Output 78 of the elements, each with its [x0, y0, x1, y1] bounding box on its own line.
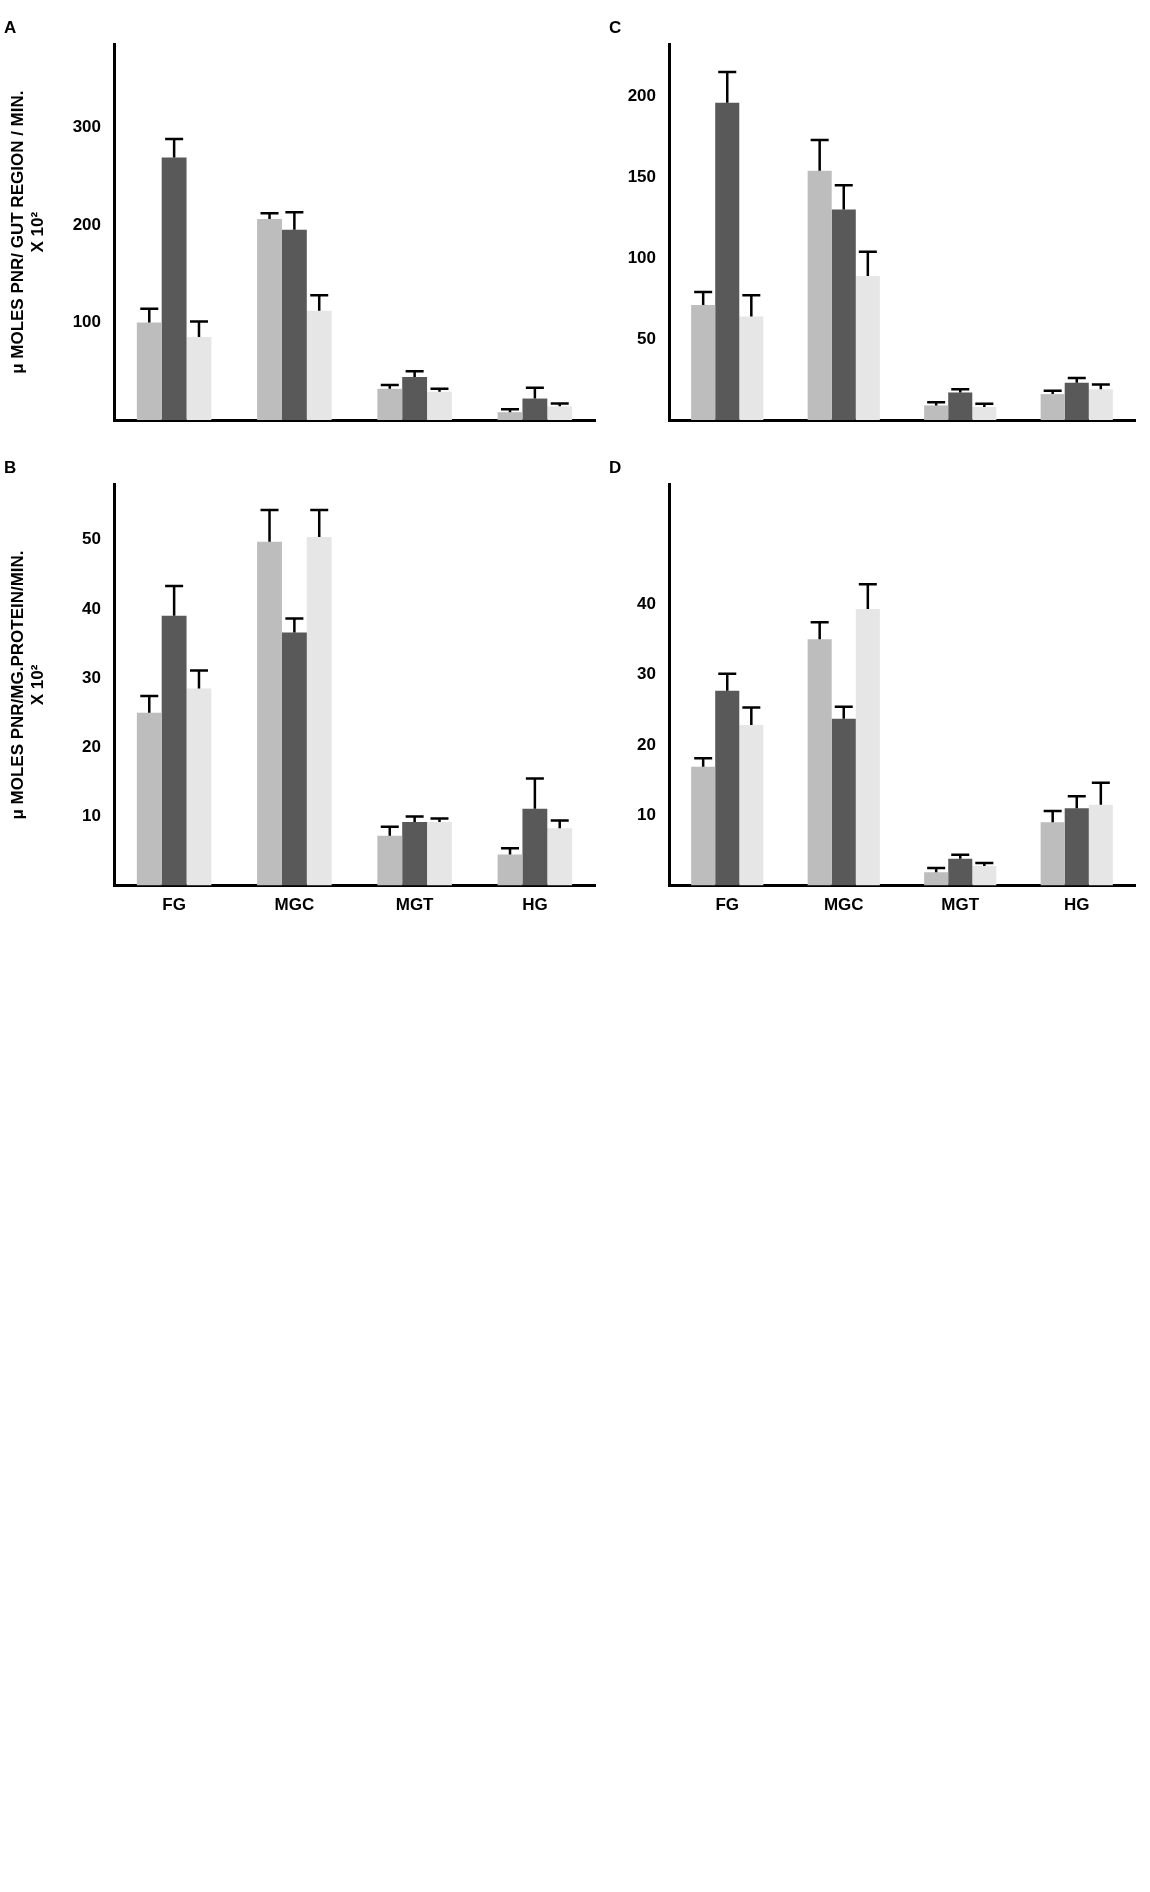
- y-tick-label: 40: [637, 593, 656, 613]
- x-tick-label: HG: [1064, 895, 1090, 915]
- y-tick-label: 50: [637, 328, 656, 348]
- y-tick-label: 200: [72, 214, 101, 234]
- bar: [715, 690, 740, 886]
- bar: [306, 536, 332, 886]
- x-tick-label: MGT: [941, 895, 980, 915]
- y-axis-title: μ MOLES PNR/MG.PROTEIN/MIN. X 10²: [7, 550, 48, 820]
- chart-title: C: [609, 17, 622, 37]
- bar: [1040, 822, 1065, 886]
- bar: [924, 405, 949, 420]
- x-tick-label: FG: [715, 895, 740, 915]
- y-tick-label: 20: [82, 736, 101, 756]
- bar: [136, 322, 162, 420]
- bar: [161, 615, 187, 886]
- bar: [972, 865, 997, 886]
- bar: [402, 821, 428, 886]
- chart-title: A: [4, 17, 17, 37]
- bar: [739, 316, 764, 420]
- y-tick-label: 100: [627, 247, 656, 267]
- bar: [497, 412, 523, 420]
- y-tick-label: 40: [82, 598, 101, 618]
- bar: [831, 209, 856, 420]
- bar: [855, 275, 880, 420]
- bar: [807, 170, 832, 420]
- chart-title: D: [609, 457, 622, 477]
- bar: [427, 821, 452, 886]
- y-tick-label: 200: [627, 85, 656, 105]
- bar: [972, 407, 997, 420]
- chart-title: B: [4, 457, 17, 477]
- bar: [924, 872, 949, 886]
- bar: [715, 102, 740, 420]
- y-tick-label: 30: [637, 664, 656, 684]
- y-tick-label: 100: [72, 312, 101, 332]
- bar: [855, 608, 880, 886]
- y-tick-label: 300: [72, 117, 101, 137]
- bar: [948, 392, 973, 420]
- x-tick-label: HG: [522, 895, 548, 915]
- x-tick-label: FG: [162, 895, 186, 915]
- y-tick-label: 150: [627, 166, 656, 186]
- bar: [547, 406, 573, 420]
- x-tick-label: MGC: [823, 895, 864, 915]
- bar: [257, 541, 282, 886]
- bar: [136, 712, 162, 886]
- y-tick-label: 30: [82, 667, 101, 687]
- bar: [161, 157, 187, 420]
- bar: [691, 305, 716, 420]
- bar: [807, 639, 832, 886]
- bar: [281, 229, 307, 420]
- bar: [306, 310, 332, 420]
- y-axis-title: μ MOLES PNR/ GUT REGION / MIN. X 10²: [7, 90, 48, 374]
- bar: [1064, 382, 1089, 420]
- x-tick-label: MGC: [274, 895, 315, 915]
- bar: [377, 388, 403, 420]
- y-tick-label: 10: [637, 804, 656, 824]
- bar: [1088, 804, 1113, 886]
- bar: [257, 219, 282, 420]
- bar: [1040, 394, 1065, 420]
- bar: [497, 854, 523, 886]
- bar: [831, 718, 856, 886]
- bar: [547, 828, 573, 886]
- y-tick-label: 50: [82, 529, 101, 549]
- bar: [186, 688, 212, 886]
- bar: [402, 377, 428, 420]
- y-tick-label: 20: [637, 734, 656, 754]
- bar: [377, 835, 403, 886]
- x-tick-label: MGT: [395, 895, 435, 915]
- bar: [739, 725, 764, 886]
- bar: [281, 632, 307, 886]
- bar: [948, 858, 973, 886]
- bar: [427, 391, 452, 420]
- bar: [522, 398, 548, 420]
- bar: [1064, 808, 1089, 886]
- bar: [1088, 389, 1113, 420]
- y-tick-label: 10: [82, 806, 101, 826]
- bar: [522, 808, 548, 886]
- bar: [186, 337, 212, 420]
- bar: [691, 766, 716, 886]
